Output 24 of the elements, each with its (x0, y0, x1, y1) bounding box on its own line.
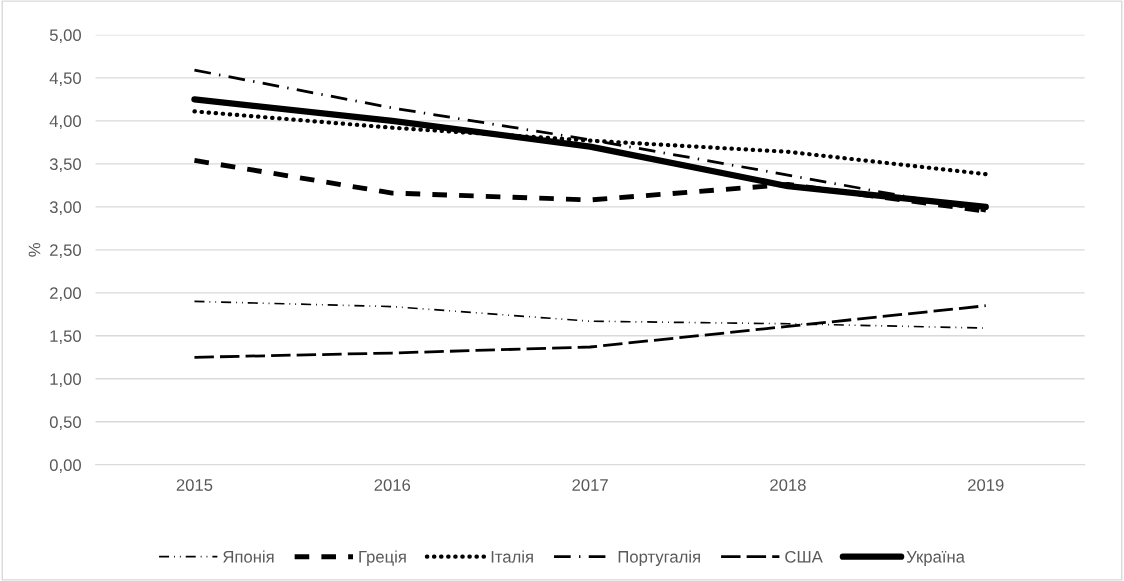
y-tick-label: 0,00 (49, 459, 81, 473)
y-tick-label: 2,00 (50, 287, 81, 301)
y-tick-label: 4,00 (49, 115, 81, 130)
x-tick-label: 2016 (374, 479, 411, 491)
y-tick-label: 3,00 (49, 201, 81, 216)
line-series (193, 304, 988, 359)
y-axis-title: % (28, 243, 41, 257)
legend-label: Греція (359, 550, 406, 566)
legend-label: США (785, 550, 823, 563)
y-tick-label: 1,00 (50, 373, 81, 387)
legend-label: Португалія (618, 550, 700, 566)
x-tick-label: 2018 (770, 479, 806, 491)
y-tick-label: 0,50 (49, 416, 81, 430)
legend-label: Італія (491, 550, 533, 563)
y-tick-label: 5,00 (49, 29, 81, 44)
legend-label: Україна (906, 551, 965, 566)
legend-label: Японія (223, 550, 274, 563)
y-tick-label: 4,50 (49, 72, 81, 87)
y-tick-label: 3,50 (49, 158, 81, 173)
y-tick-label: 2,50 (50, 244, 81, 258)
x-tick-label: 2015 (176, 479, 213, 491)
x-tick-label: 2017 (572, 479, 608, 491)
y-tick-label: 1,50 (50, 330, 81, 344)
x-tick-label: 2019 (968, 479, 1004, 491)
